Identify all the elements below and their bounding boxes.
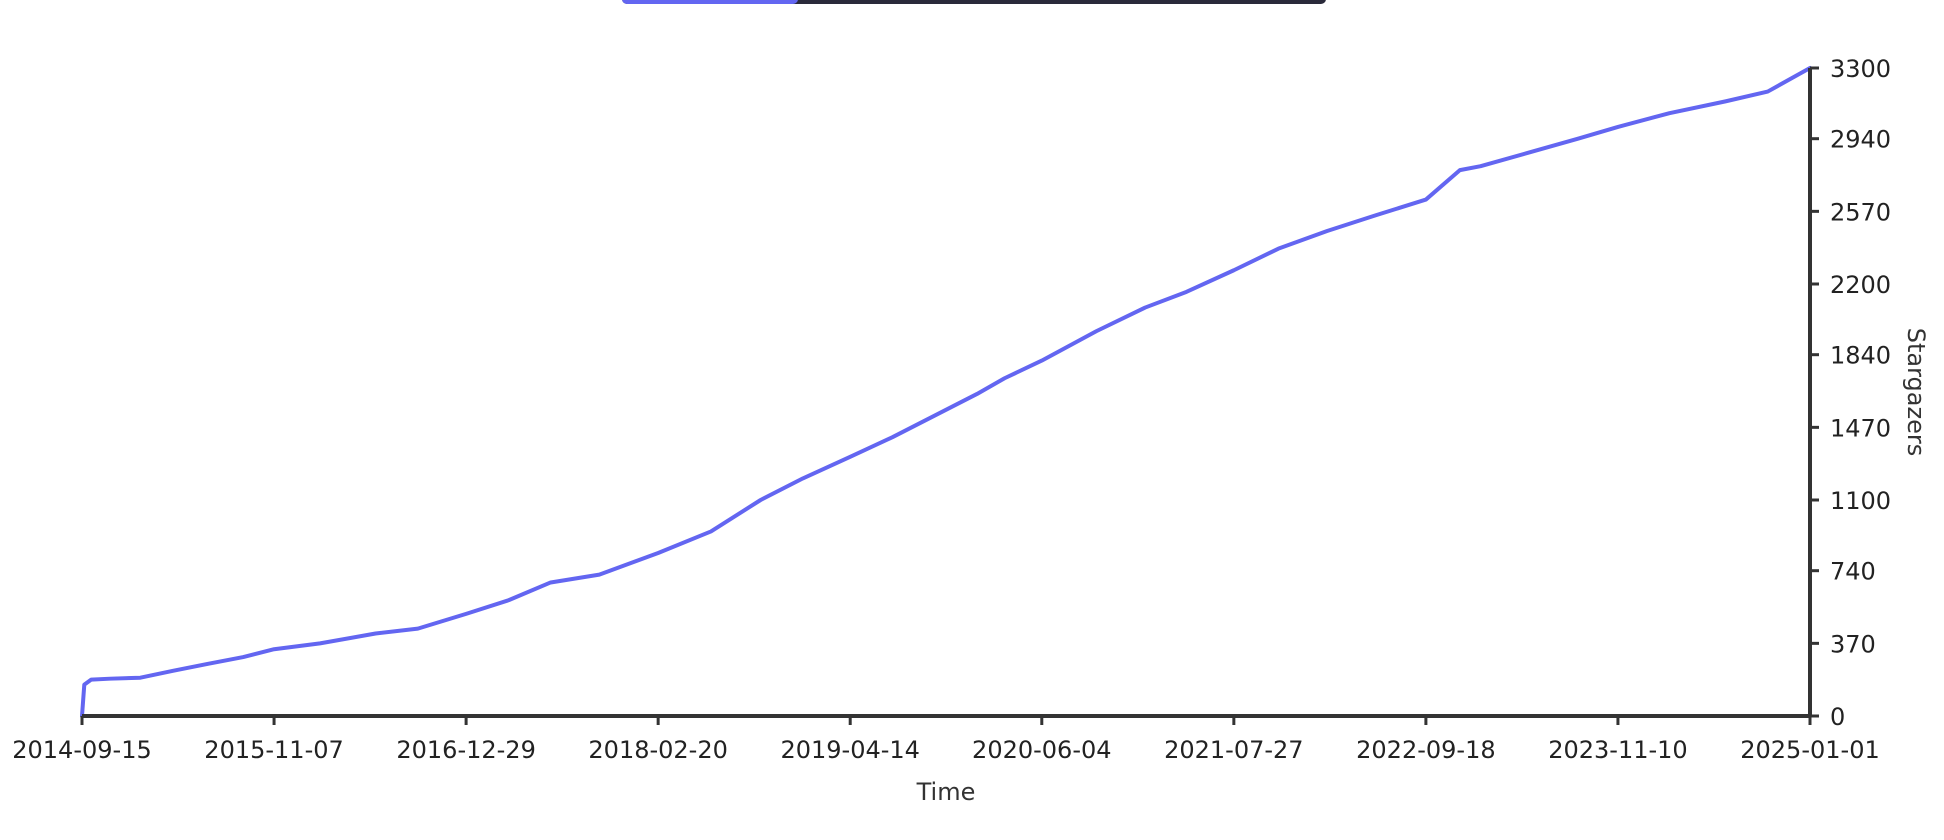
y-tick-label: 740	[1830, 558, 1876, 586]
y-axis: 0 370 740 1100 1470 1840 2200 2570 2940 3300	[1808, 55, 1891, 731]
x-axis-title: Time	[916, 778, 976, 806]
y-tick-label: 1840	[1830, 342, 1891, 370]
x-axis: 2014-09-15 2015-11-07 2016-12-29 2018-02-20…	[12, 714, 1880, 764]
x-tick-label: 2018-02-20	[588, 736, 727, 764]
x-tick-label: 2019-04-14	[780, 736, 919, 764]
x-tick-label: 2025-01-01	[1740, 736, 1879, 764]
progress-fill	[622, 0, 798, 4]
y-tick-label: 1470	[1830, 414, 1891, 442]
x-tick-label: 2021-07-27	[1164, 736, 1303, 764]
y-tick-label: 3300	[1830, 55, 1891, 83]
x-tick-label: 2022-09-18	[1356, 736, 1495, 764]
x-tick-label: 2014-09-15	[12, 736, 151, 764]
y-tick-label: 370	[1830, 630, 1876, 658]
y-tick-label: 2940	[1830, 126, 1891, 154]
y-tick-label: 2570	[1830, 198, 1891, 226]
x-tick-label: 2016-12-29	[396, 736, 535, 764]
y-tick-label: 0	[1830, 703, 1845, 731]
plot-area	[80, 66, 1812, 718]
series-line	[80, 66, 1812, 718]
x-tick-label: 2020-06-04	[972, 736, 1111, 764]
progress-track	[622, 0, 1326, 4]
y-tick-label: 1100	[1830, 487, 1891, 515]
x-tick-label: 2023-11-10	[1548, 736, 1687, 764]
progress-bar	[622, 0, 1326, 4]
y-axis-title: Stargazers	[1902, 328, 1930, 456]
y-tick-label: 2200	[1830, 271, 1891, 299]
x-tick-label: 2015-11-07	[204, 736, 343, 764]
